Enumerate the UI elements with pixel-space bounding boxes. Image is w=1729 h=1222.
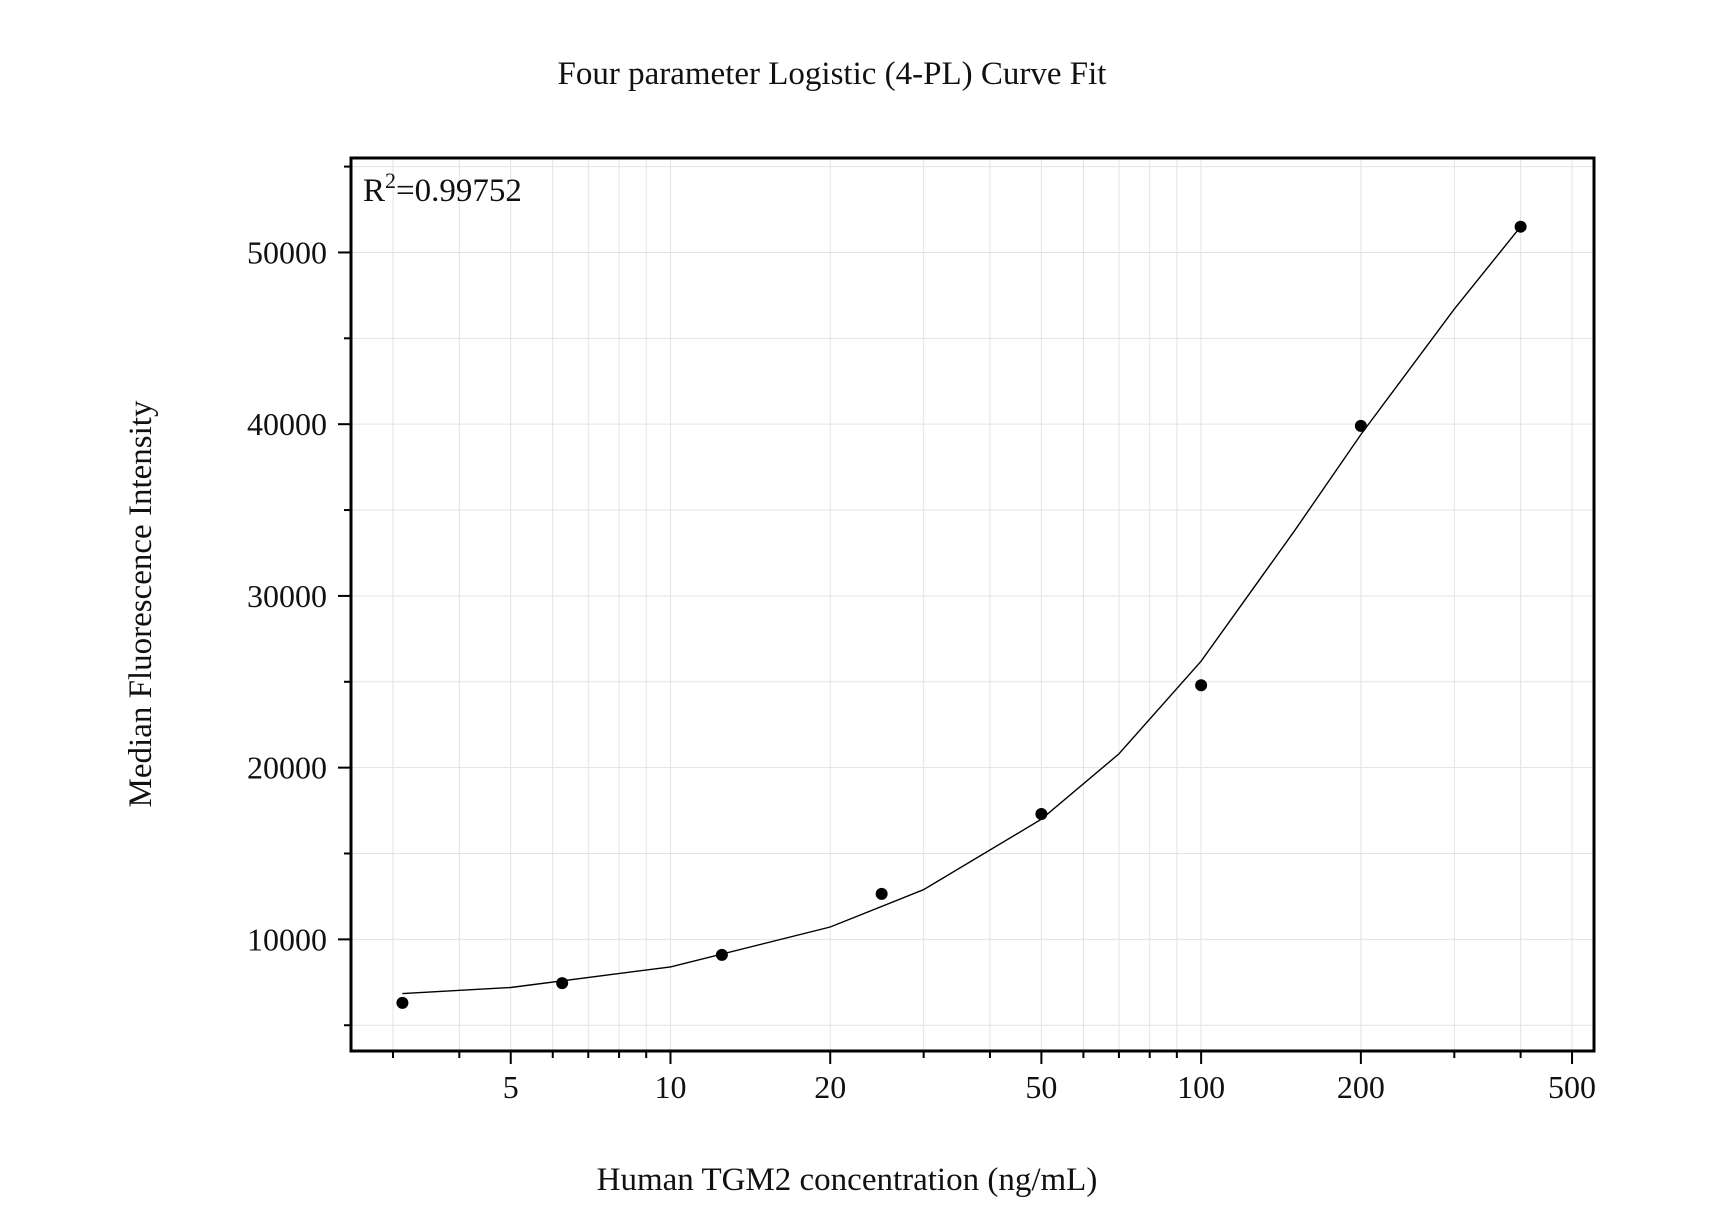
data-point (715, 948, 728, 961)
chart-title: Four parameter Logistic (4-PL) Curve Fit (558, 56, 1107, 92)
data-point (1514, 220, 1527, 233)
data-point (1195, 679, 1208, 692)
data-point (556, 977, 569, 990)
x-tick-label: 50 (1025, 1069, 1057, 1105)
x-axis-label: Human TGM2 concentration (ng/mL) (597, 1162, 1098, 1198)
x-tick-label: 20 (814, 1069, 846, 1105)
y-tick-label: 50000 (247, 234, 327, 270)
y-axis-label: Median Fluorescence Intensity (123, 400, 159, 807)
tick-layer (338, 165, 1574, 1064)
r-squared-value: =0.99752 (396, 173, 522, 209)
y-tick-label: 10000 (247, 921, 327, 957)
data-point (396, 996, 409, 1009)
r-squared-prefix: R (363, 173, 385, 209)
x-tick-label: 10 (654, 1069, 686, 1105)
y-tick-label: 20000 (247, 750, 327, 786)
grid-layer (351, 158, 1594, 1051)
data-point (1354, 419, 1367, 432)
r-squared-superscript: 2 (385, 168, 396, 193)
y-tick-label: 30000 (247, 578, 327, 614)
x-tick-label: 5 (503, 1069, 519, 1105)
x-tick-label: 100 (1177, 1069, 1225, 1105)
x-tick-label: 200 (1337, 1069, 1385, 1105)
data-point (1035, 808, 1048, 821)
y-tick-label: 40000 (247, 406, 327, 442)
data-point (875, 887, 888, 900)
plot-frame (349, 156, 1596, 1053)
r-squared-annotation: R2=0.99752 (363, 168, 522, 209)
fit-curve (402, 226, 1522, 995)
x-tick-label: 500 (1548, 1069, 1596, 1105)
tick-label-layer: 5 10 20 50 100 200 500 10000 20000 30000 40000 5000… (247, 234, 1596, 1105)
series-layer (396, 220, 1527, 1009)
